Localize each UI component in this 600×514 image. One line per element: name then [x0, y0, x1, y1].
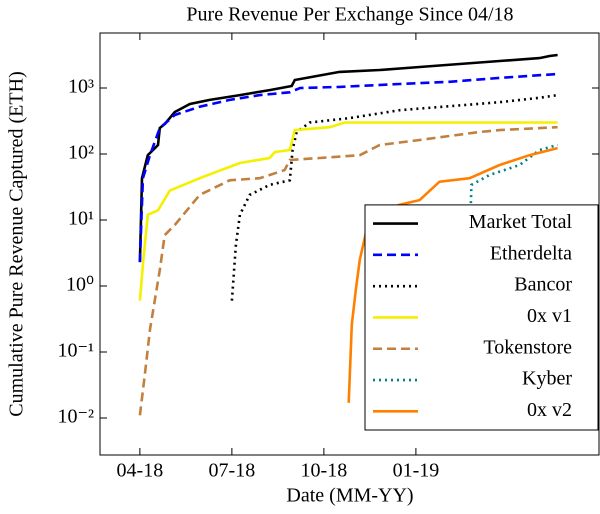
- y-tick-label: 10²: [68, 142, 94, 164]
- line-series: [230, 93, 558, 301]
- y-tick-label: 10⁻¹: [57, 340, 94, 362]
- legend-label: Bancor: [514, 274, 572, 296]
- legend-label: 0x v1: [527, 305, 572, 327]
- y-tick-label: 10¹: [68, 208, 94, 230]
- x-axis-label: Date (MM-YY): [286, 485, 413, 507]
- chart-title: Pure Revenue Per Exchange Since 04/18: [186, 4, 513, 26]
- legend-label: 0x v2: [527, 399, 572, 421]
- legend-label: Etherdelta: [490, 242, 572, 264]
- y-tick-label: 10⁻²: [57, 406, 94, 428]
- line-series: [138, 125, 558, 416]
- y-tick-label: 10⁰: [66, 274, 94, 296]
- x-tick-label: 10-18: [301, 460, 348, 482]
- x-tick-label: 07-18: [209, 460, 256, 482]
- legend-label: Market Total: [469, 211, 573, 233]
- line-series: [138, 53, 558, 263]
- line-series: [138, 121, 558, 301]
- line-series: [138, 72, 558, 263]
- legend-label: Kyber: [522, 368, 572, 390]
- y-tick-label: 10³: [68, 76, 94, 98]
- y-axis-label: Cumulative Pure Revenue Captured (ETH): [6, 71, 28, 416]
- legend-label: Tokenstore: [483, 336, 572, 358]
- plot-frame: [99, 32, 600, 456]
- x-tick-label: 04-18: [117, 460, 164, 482]
- x-tick-label: 01-19: [393, 460, 440, 482]
